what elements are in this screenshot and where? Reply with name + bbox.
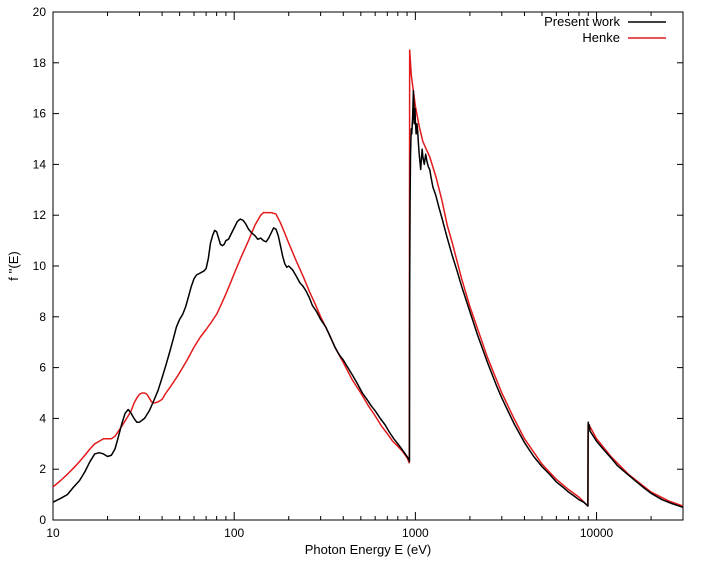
x-axis-ticks: 10 100 1000 10000: [46, 12, 684, 540]
legend-label: Present work: [544, 14, 620, 29]
y-tick-label: 10: [33, 259, 47, 273]
y-tick-label: 12: [33, 208, 47, 222]
y-axis-label: f ''(E): [6, 251, 21, 281]
series-layer: [52, 49, 684, 509]
y-tick-label: 14: [33, 157, 47, 171]
y-axis-ticks: 0 2 4 6 8 10 12 14 16 18 20: [33, 5, 683, 527]
x-tick-label: 10: [46, 526, 60, 540]
series-line-present-work: [52, 89, 684, 509]
y-tick-label: 0: [39, 513, 46, 527]
x-tick-label: 10000: [580, 526, 614, 540]
y-tick-label: 6: [39, 361, 46, 375]
y-tick-label: 16: [33, 107, 47, 121]
y-tick-label: 4: [39, 411, 46, 425]
y-tick-label: 20: [33, 5, 47, 19]
x-axis-label: Photon Energy E (eV): [305, 542, 431, 557]
legend-label: Henke: [582, 30, 620, 45]
x-tick-label: 1000: [402, 526, 429, 540]
x-tick-label: 100: [224, 526, 244, 540]
y-tick-label: 2: [39, 462, 46, 476]
y-tick-label: 8: [39, 310, 46, 324]
y-tick-label: 18: [33, 56, 47, 70]
